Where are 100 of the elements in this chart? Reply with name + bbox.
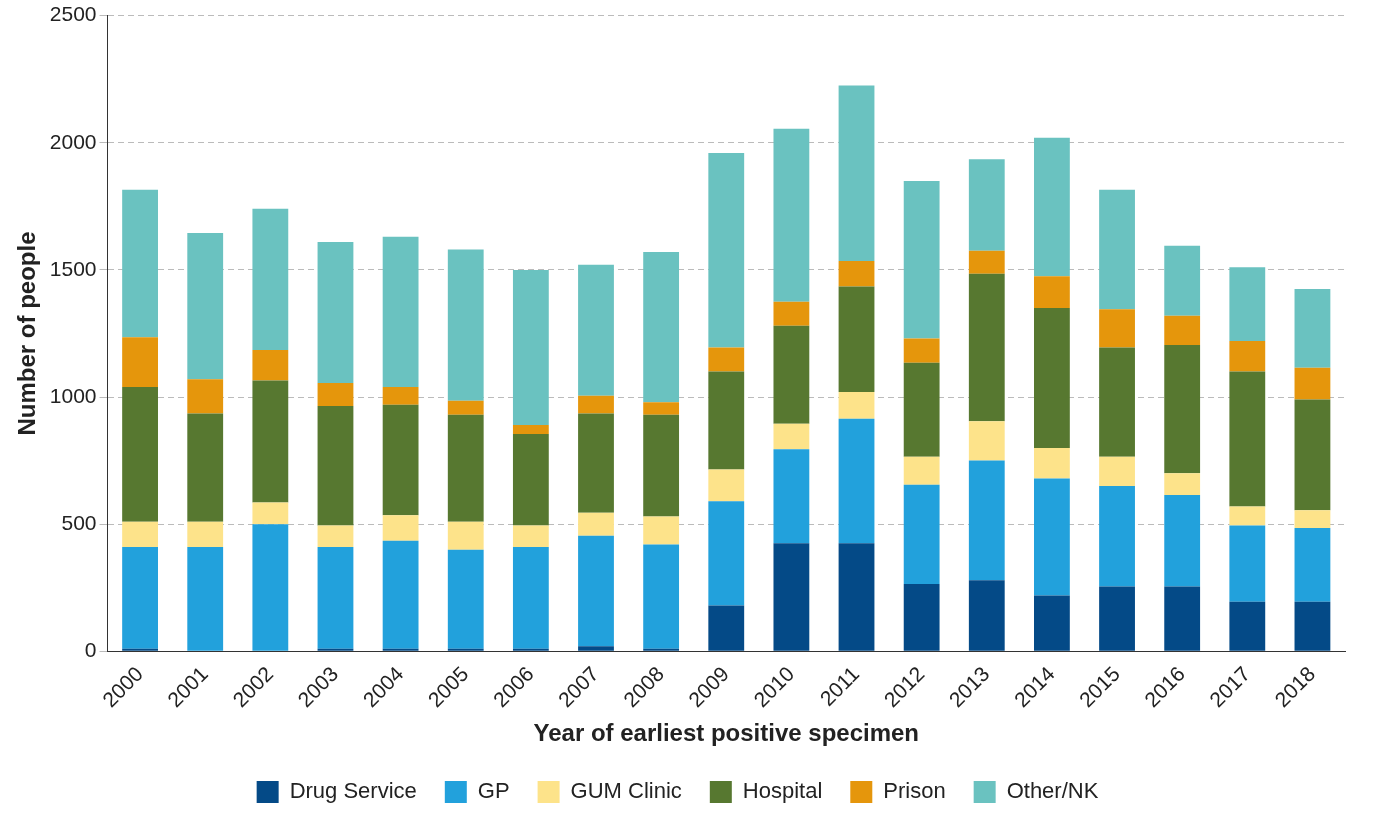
bar — [708, 371, 745, 470]
bar — [1229, 341, 1266, 372]
bar — [382, 404, 419, 516]
bar — [382, 515, 419, 541]
bar — [1164, 245, 1201, 316]
bar — [708, 469, 745, 502]
bar — [903, 180, 940, 339]
bar — [1099, 309, 1135, 348]
bar — [1034, 478, 1070, 596]
bar — [512, 269, 549, 426]
bar — [447, 648, 484, 651]
bar — [773, 543, 810, 651]
bar — [838, 261, 875, 287]
bar — [1099, 586, 1135, 651]
bar — [1294, 510, 1331, 529]
bar — [968, 460, 1005, 581]
bar — [643, 544, 680, 649]
bar — [708, 501, 745, 606]
bar — [578, 512, 614, 536]
bar — [773, 449, 810, 544]
bar — [187, 233, 224, 380]
bar — [447, 414, 484, 522]
bar — [317, 648, 354, 651]
bar — [252, 524, 289, 651]
bar — [512, 648, 549, 651]
bar — [1294, 288, 1331, 368]
bar — [1294, 601, 1331, 651]
bar — [252, 208, 289, 350]
y-tick-label: 2500 — [49, 2, 97, 26]
bar — [122, 337, 158, 387]
legend-label: Hospital — [742, 778, 823, 804]
bar — [903, 362, 940, 457]
bar — [708, 152, 745, 348]
bar — [643, 648, 680, 651]
bar — [187, 547, 224, 651]
bar — [1099, 456, 1135, 487]
bar — [1034, 137, 1070, 277]
bar — [773, 301, 810, 326]
bar — [512, 525, 549, 548]
bar — [578, 535, 614, 647]
bar — [1229, 601, 1266, 651]
legend-label: Prison — [883, 778, 946, 804]
bar — [643, 516, 680, 545]
bar — [1034, 276, 1070, 309]
bar — [187, 521, 224, 548]
x-axis-title: Year of earliest positive specimen — [533, 719, 920, 747]
bar — [122, 386, 158, 522]
bar — [1164, 494, 1201, 587]
bar — [1229, 371, 1266, 507]
bar — [1294, 528, 1331, 602]
bar — [187, 379, 224, 414]
bar — [1229, 267, 1266, 342]
bar — [1099, 347, 1135, 457]
bar — [903, 484, 940, 584]
bar — [903, 338, 940, 363]
bar — [968, 250, 1005, 274]
bar — [708, 605, 745, 651]
bar — [838, 286, 875, 392]
bar — [382, 648, 419, 651]
bar — [1229, 506, 1266, 526]
bar — [122, 189, 158, 338]
bar — [838, 85, 875, 261]
bar — [1164, 473, 1201, 495]
bar — [447, 249, 484, 401]
bar — [773, 128, 810, 302]
bar — [1164, 315, 1201, 345]
bar — [122, 521, 158, 548]
bar — [643, 402, 680, 415]
bar — [838, 543, 875, 651]
bar — [382, 386, 419, 405]
bar — [1294, 399, 1331, 511]
bar — [1229, 525, 1266, 602]
legend-label: GUM Clinic — [570, 778, 682, 804]
bar — [1294, 367, 1331, 400]
bar — [1034, 595, 1070, 651]
bar — [903, 583, 940, 651]
bar — [968, 159, 1005, 251]
bar — [1164, 344, 1201, 474]
bar — [578, 395, 614, 414]
bar — [447, 549, 484, 649]
bar — [317, 405, 354, 526]
legend-label: GP — [477, 778, 510, 804]
bar — [1164, 586, 1201, 651]
y-axis-title: Number of people — [13, 231, 41, 436]
y-tick-label: 2000 — [49, 129, 97, 153]
bar — [773, 423, 810, 450]
bar — [252, 350, 289, 381]
bar — [1099, 486, 1135, 587]
bar — [512, 433, 549, 526]
bar — [447, 400, 484, 415]
bar — [317, 241, 354, 384]
bar — [773, 325, 810, 424]
bar — [447, 521, 484, 550]
bar — [382, 540, 419, 649]
bar — [252, 502, 289, 525]
bar — [578, 264, 614, 396]
bar — [512, 547, 549, 649]
bar — [903, 456, 940, 485]
bar — [968, 273, 1005, 422]
legend-label: Other/NK — [1006, 778, 1099, 804]
